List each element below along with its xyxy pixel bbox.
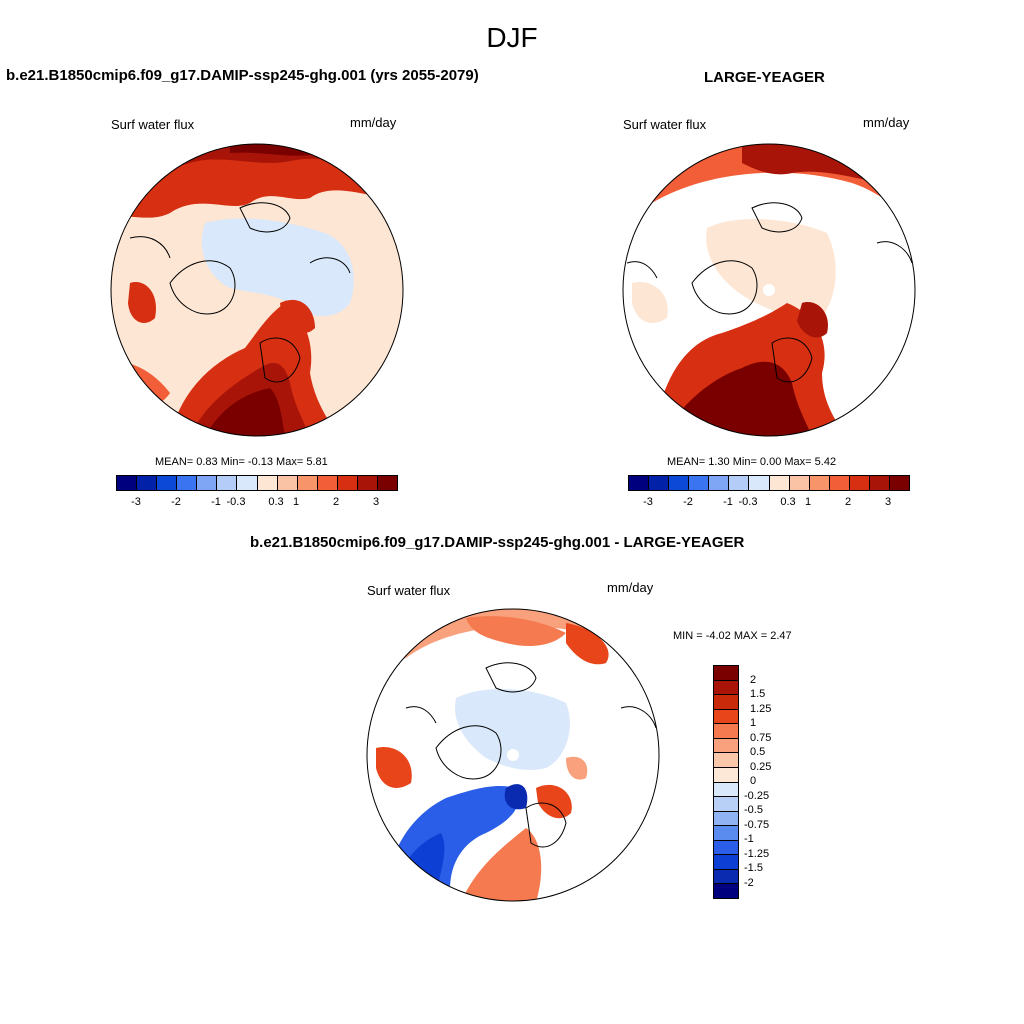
- diff-units-label: mm/day: [607, 580, 654, 595]
- left-colorbar-tick-label: -2: [171, 496, 181, 508]
- diff-polar-map: [366, 608, 660, 902]
- right-panel-title: LARGE-YEAGER: [704, 69, 825, 86]
- diff-stats: MIN = -4.02 MAX = 2.47: [673, 630, 792, 642]
- diff-colorbar-swatch: [714, 826, 738, 841]
- diff-colorbar-swatch: [714, 797, 738, 812]
- left-colorbar-tick-label: -3: [131, 496, 141, 508]
- left-colorbar-swatch: [137, 476, 158, 490]
- right-colorbar-tick-label: 0.3: [780, 496, 796, 508]
- left-colorbar-swatch: [117, 476, 138, 490]
- left-colorbar-tick-label: -1: [211, 496, 221, 508]
- right-colorbar-swatch: [709, 476, 730, 490]
- diff-colorbar-swatch: [714, 884, 738, 898]
- diff-colorbar-swatch: [714, 738, 738, 754]
- diff-colorbar-swatch: [714, 811, 738, 827]
- diff-colorbar-swatch: [714, 840, 738, 856]
- left-units-label: mm/day: [350, 115, 397, 130]
- left-colorbar: [116, 475, 398, 491]
- left-panel-title: b.e21.B1850cmip6.f09_g17.DAMIP-ssp245-gh…: [6, 67, 479, 84]
- right-colorbar-swatch: [789, 476, 810, 490]
- diff-colorbar-tick-label: 0.5: [750, 746, 766, 758]
- left-colorbar-tick-label: 0.3: [268, 496, 284, 508]
- diff-colorbar-tick-label: 1.25: [750, 702, 772, 715]
- page-title: DJF: [486, 22, 538, 53]
- diff-colorbar-swatch: [714, 753, 738, 768]
- diff-colorbar-tick-label: -0.25: [744, 789, 770, 802]
- diff-colorbar-tick-label: -0.5: [744, 804, 763, 816]
- left-colorbar-ticks: -3 -2 -1 -0.3 0.3 1 2 3: [116, 496, 396, 510]
- right-colorbar-swatch: [649, 476, 670, 490]
- diff-colorbar-swatch: [714, 666, 738, 681]
- right-polar-map: [622, 143, 916, 437]
- left-colorbar-swatch: [378, 476, 398, 490]
- right-colorbar-tick-label: -2: [683, 496, 693, 508]
- right-variable-label: Surf water flux: [623, 117, 707, 132]
- diff-panel-title: b.e21.B1850cmip6.f09_g17.DAMIP-ssp245-gh…: [250, 534, 745, 551]
- right-colorbar-swatch: [689, 476, 710, 490]
- diff-colorbar: [713, 665, 739, 899]
- diff-colorbar-swatch: [714, 709, 738, 725]
- left-colorbar-tick-label: -0.3: [226, 496, 246, 508]
- right-colorbar-swatch: [669, 476, 690, 490]
- left-colorbar-swatch: [157, 476, 178, 490]
- diff-colorbar-tick-label: -1: [744, 833, 754, 845]
- diff-colorbar-tick-label: -1.5: [744, 862, 763, 874]
- right-colorbar-tick-label: 3: [884, 496, 892, 508]
- right-stats: MEAN= 1.30 Min= 0.00 Max= 5.42: [667, 456, 837, 468]
- left-colorbar-swatch: [277, 476, 298, 490]
- right-colorbar-tick-label: -3: [643, 496, 653, 508]
- right-colorbar-swatch: [749, 476, 770, 490]
- diff-colorbar-tick-label: 0: [750, 775, 757, 787]
- right-colorbar-swatch: [869, 476, 891, 490]
- left-colorbar-swatch: [337, 476, 358, 490]
- diff-colorbar-swatch: [714, 695, 738, 710]
- right-colorbar-swatch: [629, 476, 650, 490]
- left-colorbar-tick-label: 1: [292, 496, 300, 508]
- diff-colorbar-swatch: [714, 724, 738, 739]
- left-polar-map: [110, 143, 404, 437]
- left-colorbar-swatch: [237, 476, 258, 490]
- left-colorbar-tick-label: 2: [332, 496, 340, 508]
- right-colorbar-ticks: -3 -2 -1 -0.3 0.3 1 2 3: [628, 496, 908, 510]
- right-units-label: mm/day: [863, 115, 910, 130]
- diff-colorbar-swatch: [714, 782, 738, 798]
- diff-colorbar-tick-label: 0.25: [750, 760, 772, 773]
- left-colorbar-swatch: [177, 476, 198, 490]
- diff-variable-label: Surf water flux: [367, 583, 451, 598]
- left-stats: MEAN= 0.83 Min= -0.13 Max= 5.81: [155, 456, 328, 468]
- right-colorbar-tick-label: -0.3: [738, 496, 758, 508]
- diff-colorbar-swatch: [714, 869, 738, 885]
- left-colorbar-swatch: [217, 476, 238, 490]
- left-colorbar-tick-label: 3: [372, 496, 380, 508]
- right-colorbar-tick-label: 1: [804, 496, 812, 508]
- left-colorbar-swatch: [317, 476, 338, 490]
- right-colorbar-tick-label: -1: [723, 496, 733, 508]
- diff-colorbar-swatch: [714, 855, 738, 870]
- diff-colorbar-tick-label: 2: [750, 673, 757, 686]
- left-colorbar-swatch: [197, 476, 218, 490]
- right-colorbar: [628, 475, 910, 491]
- left-colorbar-swatch: [297, 476, 318, 490]
- right-colorbar-swatch: [890, 476, 910, 490]
- diff-colorbar-swatch: [714, 767, 738, 783]
- diff-colorbar-tick-label: 1: [750, 717, 757, 729]
- diff-colorbar-tick-label: -2: [744, 876, 754, 889]
- diff-colorbar-ticks: 2 1.5 1.25 1 0.75 0.5 0.25 0 -0.25 -0.5 -0.75 -1 -1.…: [744, 665, 784, 897]
- left-colorbar-swatch: [357, 476, 379, 490]
- right-colorbar-swatch: [809, 476, 830, 490]
- diff-colorbar-tick-label: 0.75: [750, 731, 772, 744]
- left-variable-label: Surf water flux: [111, 117, 195, 132]
- left-colorbar-swatch: [257, 476, 278, 490]
- right-colorbar-swatch: [849, 476, 870, 490]
- diff-colorbar-tick-label: 1.5: [750, 688, 766, 700]
- diff-colorbar-tick-label: -1.25: [744, 847, 770, 860]
- right-colorbar-tick-label: 2: [844, 496, 852, 508]
- diff-colorbar-swatch: [714, 680, 738, 696]
- right-colorbar-swatch: [829, 476, 850, 490]
- diff-colorbar-tick-label: -0.75: [744, 818, 770, 831]
- right-colorbar-swatch: [769, 476, 790, 490]
- right-colorbar-swatch: [729, 476, 750, 490]
